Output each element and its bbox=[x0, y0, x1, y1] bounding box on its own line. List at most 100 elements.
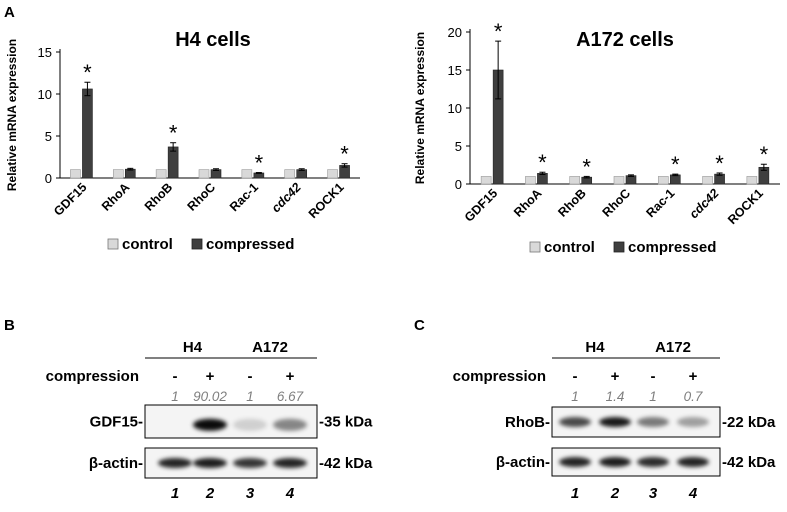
legend-label-control: control bbox=[122, 236, 173, 253]
lane-number: 4 bbox=[688, 485, 698, 502]
chart-a172-cells: A172 cells Relative mRNA expression 0 5 10 15… bbox=[413, 19, 780, 256]
x-tick-label: GDF15 bbox=[51, 180, 89, 218]
western-blot-c: H4 A172 compression - + - +1 1.4 1 0.7 RhoB- -22 kD… bbox=[453, 339, 776, 502]
bar-control bbox=[525, 176, 536, 185]
band-quantification: 6.67 bbox=[277, 389, 304, 404]
lane-number: 1 bbox=[571, 485, 579, 502]
panel-label-a: A bbox=[4, 4, 15, 21]
blot-row-label: β-actin- bbox=[496, 454, 550, 471]
x-tick-label: cdc42 bbox=[269, 180, 304, 215]
y-tick-label: 15 bbox=[448, 63, 462, 78]
y-tick-label: 15 bbox=[38, 45, 52, 60]
bar-control bbox=[284, 169, 296, 179]
protein-band bbox=[273, 418, 307, 431]
protein-band bbox=[273, 458, 307, 468]
x-tick-label: Rac-1 bbox=[227, 180, 261, 214]
legend: control compressed bbox=[529, 239, 716, 256]
y-tick-label: 10 bbox=[448, 101, 462, 116]
group-label-a172: A172 bbox=[252, 339, 288, 356]
protein-band bbox=[193, 458, 227, 468]
band-quantification: 1.4 bbox=[606, 389, 625, 404]
blot-row-label: RhoB- bbox=[505, 414, 550, 431]
compression-sign: + bbox=[286, 368, 295, 385]
significance-star: * bbox=[582, 154, 591, 179]
bar-control bbox=[112, 169, 124, 179]
x-tick-label: Rac-1 bbox=[643, 186, 677, 220]
molecular-weight-label: -42 kDa bbox=[319, 455, 373, 472]
protein-band bbox=[158, 458, 192, 468]
bar-control bbox=[569, 176, 581, 185]
compression-sign: + bbox=[689, 368, 698, 385]
y-tick-label: 0 bbox=[45, 171, 52, 186]
protein-band bbox=[559, 457, 591, 467]
legend-swatch-compressed bbox=[613, 241, 625, 253]
significance-star: * bbox=[538, 150, 547, 175]
lane-number: 3 bbox=[246, 485, 255, 502]
bar-control bbox=[657, 176, 669, 185]
molecular-weight-label: -42 kDa bbox=[722, 454, 776, 471]
protein-band bbox=[637, 457, 669, 467]
y-axis-label: Relative mRNA expression bbox=[413, 32, 427, 184]
compression-sign: - bbox=[573, 368, 578, 385]
bar-compressed bbox=[82, 88, 93, 179]
panel-label-b: B bbox=[4, 317, 15, 334]
protein-band bbox=[637, 417, 669, 427]
x-tick-label: ROCK1 bbox=[725, 186, 766, 227]
chart-h4-cells: H4 cells Relative mRNA expression 0 5 10 15 * G… bbox=[5, 29, 360, 253]
x-tick-label: RhoC bbox=[600, 186, 633, 219]
legend-swatch-compressed bbox=[191, 238, 203, 250]
bar-control bbox=[241, 169, 253, 179]
legend: control compressed bbox=[107, 236, 294, 253]
bar-control bbox=[702, 176, 713, 185]
compression-sign: + bbox=[611, 368, 620, 385]
compression-sign: - bbox=[651, 368, 656, 385]
bar-control bbox=[746, 176, 758, 185]
band-quantification: 90.02 bbox=[193, 389, 227, 404]
bar-control bbox=[198, 169, 210, 179]
x-tick-label: RhoB bbox=[142, 180, 175, 213]
band-quantification: 1 bbox=[571, 389, 579, 404]
y-tick-label: 5 bbox=[455, 139, 462, 154]
bar-control bbox=[70, 169, 81, 179]
lane-number: 2 bbox=[610, 485, 620, 502]
chart-title: H4 cells bbox=[175, 29, 251, 51]
molecular-weight-label: -22 kDa bbox=[722, 414, 776, 431]
y-axis-label: Relative mRNA expression bbox=[5, 39, 19, 191]
x-tick-label: GDF15 bbox=[462, 186, 500, 224]
x-tick-label: ROCK1 bbox=[306, 180, 347, 221]
x-tick-label: RhoA bbox=[511, 186, 544, 219]
band-quantification: 0.7 bbox=[684, 389, 703, 404]
protein-band bbox=[677, 457, 709, 467]
chart-title: A172 cells bbox=[576, 29, 674, 51]
x-tick-label: RhoA bbox=[99, 180, 132, 213]
legend-swatch-control bbox=[107, 238, 119, 250]
molecular-weight-label: -35 kDa bbox=[319, 414, 373, 431]
y-tick-label: 20 bbox=[448, 25, 462, 40]
compression-label: compression bbox=[46, 368, 139, 385]
group-label-h4: H4 bbox=[183, 339, 203, 356]
protein-band bbox=[599, 457, 631, 467]
lane-number: 3 bbox=[649, 485, 658, 502]
protein-band bbox=[677, 417, 709, 427]
protein-band bbox=[233, 458, 267, 468]
y-tick-label: 5 bbox=[45, 129, 52, 144]
protein-band bbox=[193, 418, 227, 431]
lane-number: 4 bbox=[285, 485, 295, 502]
lane-number: 1 bbox=[171, 485, 179, 502]
significance-star: * bbox=[169, 121, 178, 146]
protein-band bbox=[233, 418, 267, 431]
legend-label-compressed: compressed bbox=[206, 236, 294, 253]
panel-label-c: C bbox=[414, 317, 425, 334]
x-tick-label: RhoB bbox=[555, 186, 588, 219]
group-label-h4: H4 bbox=[585, 339, 605, 356]
compression-sign: - bbox=[248, 368, 253, 385]
y-tick-label: 10 bbox=[38, 87, 52, 102]
blot-row-label: GDF15- bbox=[90, 414, 143, 431]
x-tick-label: cdc42 bbox=[687, 186, 722, 221]
significance-star: * bbox=[83, 60, 92, 85]
band-quantification: 1 bbox=[246, 389, 254, 404]
bar-control bbox=[155, 169, 167, 179]
legend-swatch-control bbox=[529, 241, 541, 253]
bar-control bbox=[613, 176, 625, 185]
y-tick-label: 0 bbox=[455, 177, 462, 192]
